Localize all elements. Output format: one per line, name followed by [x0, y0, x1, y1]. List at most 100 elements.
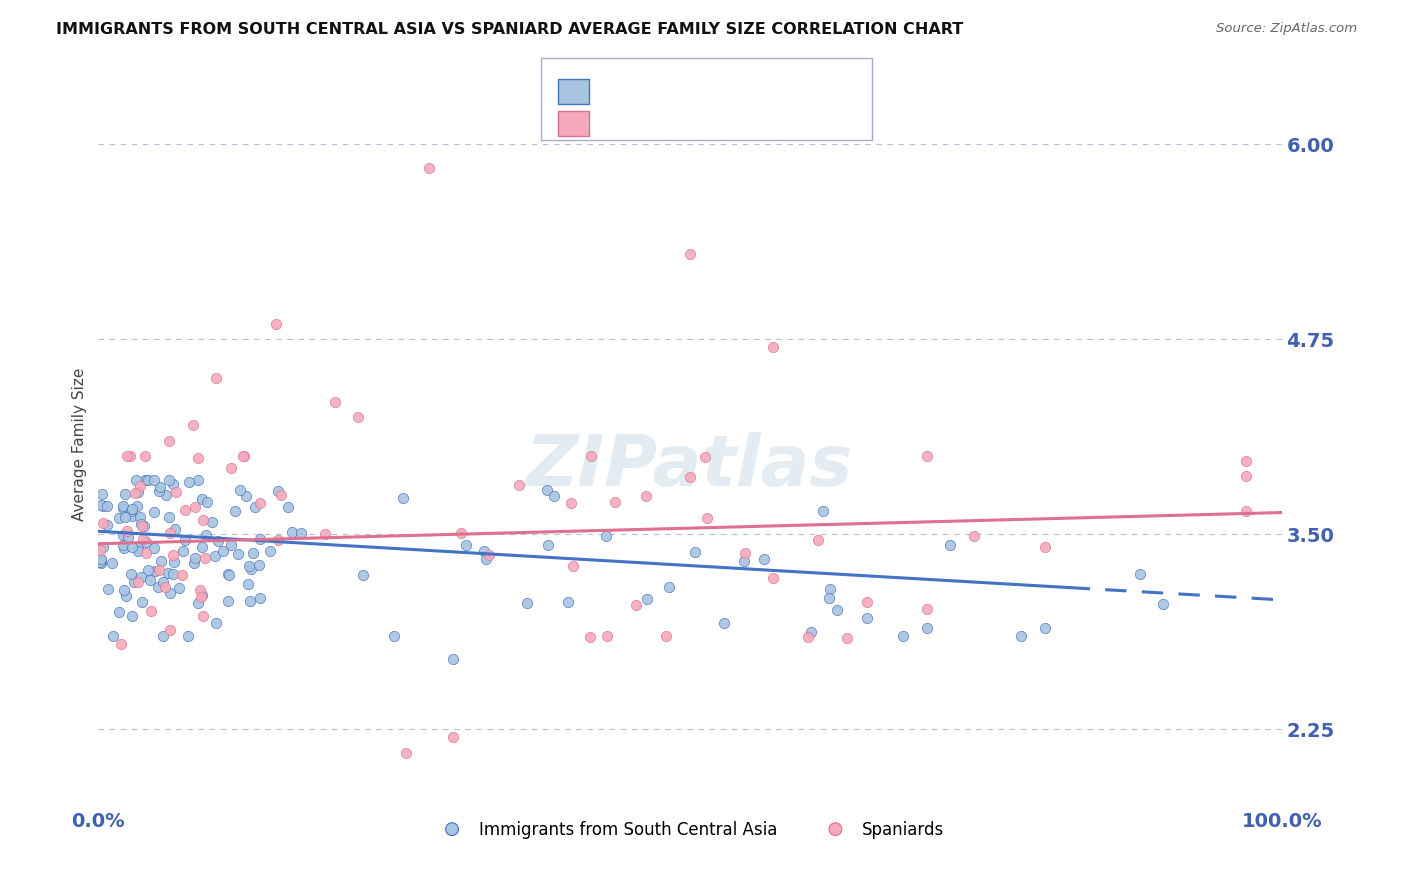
- Point: [115, 590, 138, 604]
- Point: [129, 517, 152, 532]
- Point: [174, 533, 197, 548]
- Point: [149, 554, 172, 568]
- Point: [264, 317, 287, 331]
- Point: [157, 566, 180, 580]
- Point: [167, 581, 190, 595]
- Point: [392, 491, 415, 505]
- Text: Source: ZipAtlas.com: Source: ZipAtlas.com: [1216, 22, 1357, 36]
- Point: [112, 582, 135, 597]
- Point: [734, 546, 756, 560]
- Point: [472, 544, 495, 558]
- Point: [134, 450, 156, 464]
- Point: [187, 473, 209, 487]
- Point: [132, 519, 155, 533]
- Point: [658, 580, 681, 594]
- Point: [856, 611, 879, 625]
- Point: [205, 615, 228, 630]
- Point: [134, 473, 156, 487]
- Point: [90, 553, 112, 567]
- Point: [159, 623, 181, 637]
- Point: [217, 593, 239, 607]
- Point: [693, 450, 716, 464]
- Point: [578, 630, 600, 644]
- Point: [596, 629, 619, 643]
- Point: [127, 499, 149, 513]
- Point: [626, 598, 648, 612]
- Point: [127, 485, 149, 500]
- Point: [155, 488, 177, 502]
- Point: [129, 479, 152, 493]
- Point: [474, 552, 496, 566]
- Point: [915, 601, 938, 615]
- Point: [207, 534, 229, 549]
- Point: [146, 580, 169, 594]
- Point: [516, 596, 538, 610]
- Point: [195, 495, 218, 509]
- Point: [153, 581, 176, 595]
- Point: [115, 524, 138, 538]
- Point: [139, 573, 162, 587]
- Point: [91, 516, 114, 531]
- Point: [142, 541, 165, 555]
- Point: [93, 500, 115, 514]
- Point: [450, 526, 472, 541]
- Point: [90, 551, 112, 566]
- Point: [89, 555, 111, 569]
- Point: [1129, 566, 1152, 581]
- Point: [314, 526, 336, 541]
- Point: [121, 509, 143, 524]
- Point: [1010, 629, 1032, 643]
- Point: [1234, 454, 1257, 468]
- Point: [218, 568, 240, 582]
- Point: [188, 582, 211, 597]
- Point: [818, 591, 841, 605]
- Point: [120, 504, 142, 518]
- Point: [121, 501, 143, 516]
- Point: [108, 510, 131, 524]
- Point: [177, 475, 200, 489]
- Point: [149, 480, 172, 494]
- Point: [205, 371, 228, 385]
- Point: [190, 590, 212, 604]
- Point: [441, 730, 464, 744]
- Point: [157, 510, 180, 524]
- Point: [277, 500, 299, 515]
- Point: [713, 615, 735, 630]
- Point: [121, 540, 143, 554]
- Point: [148, 483, 170, 498]
- Point: [152, 575, 174, 590]
- Point: [395, 746, 418, 760]
- Point: [655, 629, 678, 643]
- Point: [226, 547, 249, 561]
- Point: [228, 483, 250, 498]
- Point: [235, 489, 257, 503]
- Point: [915, 450, 938, 464]
- Point: [193, 608, 215, 623]
- Point: [90, 556, 112, 570]
- Text: ZIPatlas: ZIPatlas: [526, 432, 853, 501]
- Point: [120, 567, 142, 582]
- Point: [124, 485, 146, 500]
- Point: [249, 591, 271, 605]
- Point: [441, 652, 464, 666]
- Point: [159, 525, 181, 540]
- Text: R =  0.096   N =  75: R = 0.096 N = 75: [600, 115, 797, 133]
- Point: [183, 556, 205, 570]
- Point: [219, 538, 242, 552]
- Point: [418, 161, 440, 175]
- Point: [537, 538, 560, 552]
- Point: [636, 592, 658, 607]
- Point: [679, 470, 702, 484]
- Point: [232, 450, 254, 464]
- Point: [110, 637, 132, 651]
- Point: [194, 528, 217, 542]
- Point: [157, 473, 180, 487]
- Point: [508, 478, 530, 492]
- Point: [117, 530, 139, 544]
- Point: [101, 629, 124, 643]
- Point: [194, 550, 217, 565]
- Point: [259, 543, 281, 558]
- Point: [91, 541, 114, 555]
- Point: [184, 500, 207, 514]
- Point: [96, 517, 118, 532]
